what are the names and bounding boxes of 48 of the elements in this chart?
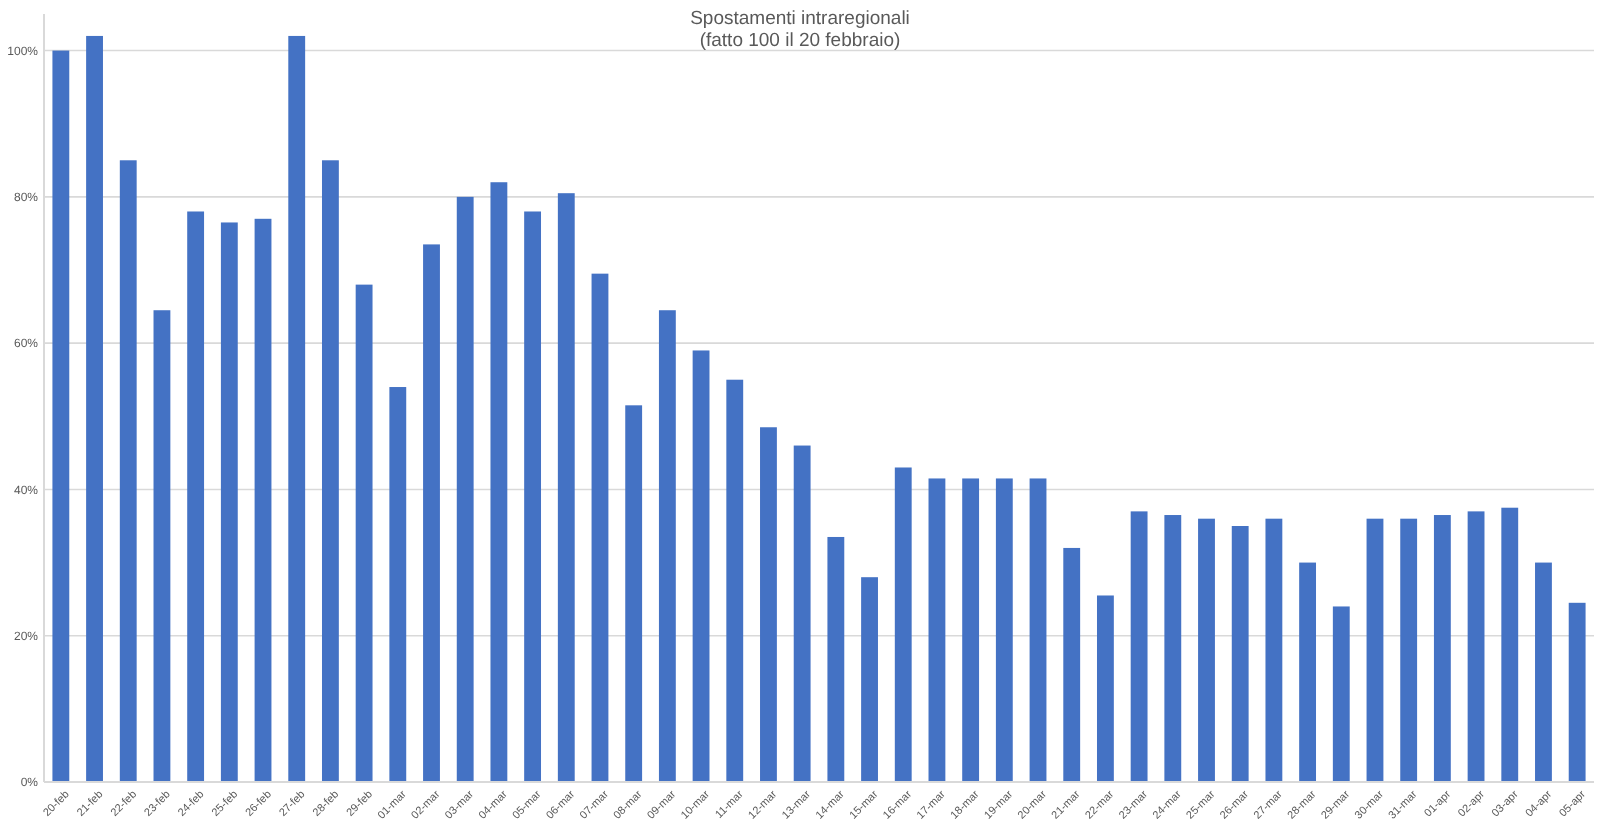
- bar: [1029, 478, 1047, 782]
- bar: [423, 244, 440, 782]
- bar: [1096, 595, 1114, 782]
- bar: [119, 160, 137, 782]
- bar: [1164, 515, 1182, 782]
- bar: [995, 478, 1013, 782]
- bar: [1063, 547, 1081, 782]
- bar: [557, 193, 575, 782]
- bar: [793, 445, 811, 782]
- bar: [1467, 511, 1485, 782]
- bar: [894, 467, 912, 782]
- bar: [1130, 511, 1148, 782]
- bar: [153, 310, 171, 782]
- bar: [692, 350, 710, 782]
- bar: [389, 387, 407, 782]
- bar: [288, 35, 306, 782]
- bar: [928, 478, 946, 782]
- bar: [355, 284, 373, 782]
- bar: [625, 405, 643, 782]
- bar: [456, 196, 474, 782]
- bar: [187, 211, 205, 782]
- bar: [1198, 518, 1215, 782]
- bar: [1535, 562, 1552, 782]
- bar: [86, 35, 103, 782]
- bar: [1332, 606, 1350, 782]
- bar: [962, 478, 980, 782]
- chart-title: Spostamenti intraregionali: [690, 8, 910, 30]
- bar: [861, 577, 878, 782]
- bar: [1231, 526, 1249, 782]
- bar: [524, 211, 542, 782]
- bar: [591, 273, 609, 782]
- bar: [52, 50, 70, 782]
- bar: [220, 222, 238, 782]
- bar: [1400, 518, 1418, 782]
- bar: [1501, 507, 1519, 782]
- bar: [254, 218, 272, 782]
- bar: [1299, 562, 1317, 782]
- text: (fatto 100 il 20 febbraio): [699, 30, 901, 52]
- bar: [1265, 518, 1283, 782]
- bar: [1433, 515, 1451, 782]
- bar: [760, 427, 777, 782]
- bar: [1568, 602, 1586, 782]
- bar: [827, 536, 845, 782]
- bar: [321, 160, 339, 782]
- bar: [490, 182, 508, 782]
- bar: [658, 310, 676, 782]
- bar: [726, 379, 744, 782]
- bar: [1366, 518, 1384, 782]
